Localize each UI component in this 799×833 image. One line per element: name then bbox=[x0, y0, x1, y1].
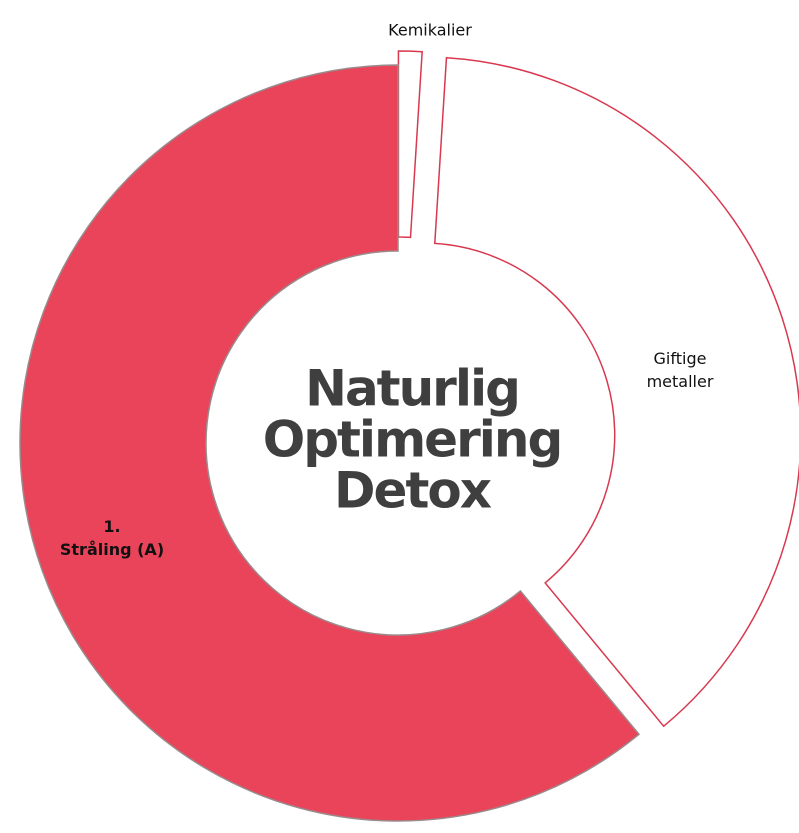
donut-slice bbox=[397, 50, 423, 239]
slice-label: Kemikalier bbox=[388, 20, 472, 40]
donut-slice bbox=[19, 64, 641, 822]
center-title: Naturlig Optimering Detox bbox=[262, 359, 564, 520]
slice-label: Giftige metaller bbox=[646, 348, 714, 391]
slice-label: 1. Stråling (A) bbox=[59, 516, 165, 559]
donut-slice bbox=[433, 56, 799, 728]
